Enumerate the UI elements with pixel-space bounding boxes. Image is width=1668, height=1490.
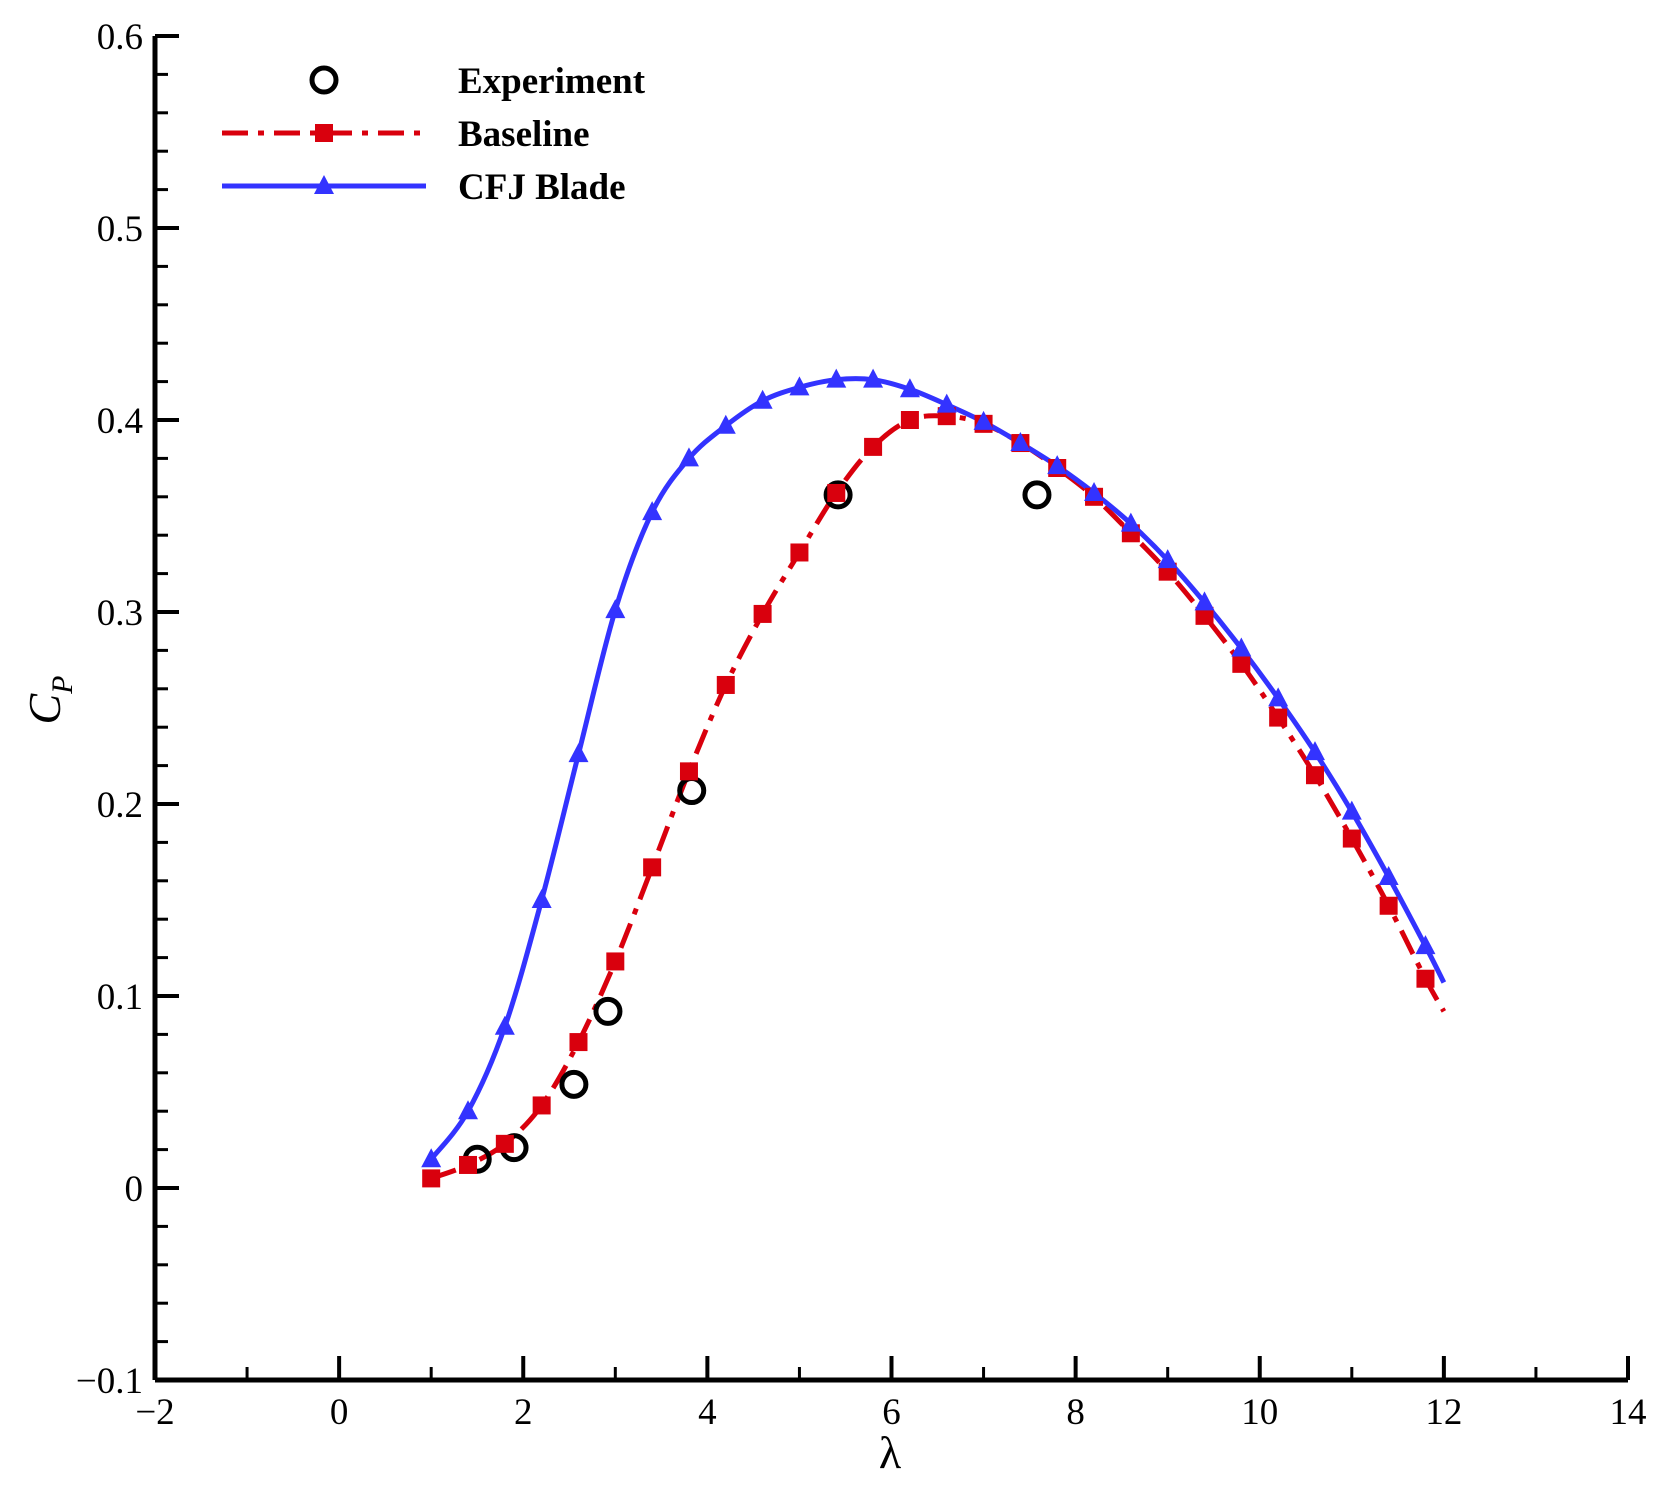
data-point-cfj-blade [1010, 432, 1031, 452]
data-point-baseline [422, 1169, 441, 1188]
data-point-baseline [495, 1134, 514, 1153]
data-point-cfj-blade [715, 414, 736, 434]
y-tick-label: −0.1 [76, 1361, 143, 1402]
data-point-cfj-blade [1341, 800, 1362, 820]
data-point-cfj-blade [605, 599, 626, 619]
series-line-baseline [430, 413, 1447, 1181]
y-tick-label: 0 [125, 1169, 144, 1210]
data-point-cfj-blade [642, 501, 663, 521]
data-point-baseline [827, 483, 846, 502]
plot-lines [429, 376, 1447, 1181]
data-point-cfj-blade [789, 376, 810, 396]
data-point-cfj-blade [1378, 865, 1399, 885]
data-point-cfj-blade [568, 743, 589, 763]
data-point-experiment [1022, 480, 1052, 510]
data-point-cfj-blade [458, 1100, 479, 1120]
data-point-baseline [1269, 708, 1288, 727]
legend-label-baseline: Baseline [458, 114, 590, 155]
data-point-baseline [679, 762, 698, 781]
data-point-baseline [900, 411, 919, 429]
data-point-cfj-blade [1120, 512, 1141, 532]
data-point-baseline [1305, 766, 1324, 785]
legend: Experiment Baseline CFJ Blade [222, 61, 646, 208]
x-tick-label: 12 [1425, 1392, 1462, 1433]
data-point-experiment [823, 480, 853, 510]
y-tick-label: 0.2 [97, 785, 143, 826]
x-tick-label: 2 [514, 1392, 533, 1433]
x-tick-label: 10 [1241, 1392, 1278, 1433]
data-point-cfj-blade [1304, 741, 1325, 761]
y-tick-label: 0.5 [97, 209, 143, 250]
data-point-experiment [593, 996, 623, 1026]
data-point-baseline [532, 1096, 551, 1115]
axes: −2 0 2 4 6 8 10 12 14 −0.1 0 0.1 0.2 0.3 0.4 0.5 0.6 [76, 17, 1647, 1433]
plot-markers [421, 368, 1436, 1188]
legend-label-cfj-blade: CFJ Blade [458, 167, 626, 208]
legend-marker-baseline [315, 124, 333, 142]
data-point-baseline [864, 437, 883, 456]
data-point-cfj-blade [421, 1148, 442, 1168]
data-point-cfj-blade [1157, 549, 1178, 569]
data-point-baseline [606, 952, 625, 971]
data-point-baseline [1232, 654, 1251, 673]
data-point-cfj-blade [531, 889, 552, 908]
data-point-experiment [559, 1069, 589, 1099]
data-point-baseline [643, 858, 662, 877]
legend-marker-cfj-blade [314, 175, 334, 194]
data-point-cfj-blade [936, 393, 957, 413]
y-tick-label: 0.3 [97, 593, 143, 634]
data-point-baseline [459, 1155, 478, 1174]
legend-label-experiment: Experiment [458, 61, 646, 102]
data-point-cfj-blade [678, 447, 699, 467]
data-point-cfj-blade [863, 368, 884, 388]
y-tick-label: 0.6 [97, 17, 143, 58]
x-tick-label: 0 [330, 1392, 349, 1433]
data-point-cfj-blade [1268, 687, 1289, 707]
data-point-cfj-blade [752, 389, 773, 409]
data-point-baseline [1195, 606, 1214, 625]
x-tick-label: 14 [1610, 1392, 1647, 1433]
y-tick-label: 0.4 [97, 401, 143, 442]
data-point-cfj-blade [1084, 481, 1105, 501]
x-tick-label: 8 [1066, 1392, 1085, 1433]
y-tick-label: 0.1 [97, 977, 143, 1018]
x-tick-label: 6 [882, 1392, 901, 1433]
data-point-baseline [753, 604, 772, 623]
y-axis-title-main: CP [19, 675, 79, 724]
data-point-cfj-blade [1231, 637, 1252, 657]
data-point-baseline [716, 675, 735, 694]
y-axis-title: CP [19, 675, 79, 724]
data-point-cfj-blade [1047, 455, 1068, 475]
x-tick-label: 4 [698, 1392, 717, 1433]
data-point-baseline [569, 1033, 588, 1052]
data-point-baseline [1342, 829, 1361, 848]
x-tick-label: −2 [135, 1392, 174, 1433]
data-point-cfj-blade [826, 368, 847, 388]
data-point-baseline [1416, 969, 1435, 988]
data-point-baseline [1379, 896, 1398, 915]
data-point-cfj-blade [973, 410, 994, 430]
data-point-cfj-blade [1194, 591, 1215, 611]
legend-marker-experiment [309, 65, 339, 95]
data-point-baseline [790, 543, 809, 562]
data-point-cfj-blade [1415, 935, 1436, 955]
data-point-cfj-blade [899, 378, 920, 398]
data-point-cfj-blade [494, 1015, 515, 1035]
x-axis-title: λ [879, 1427, 902, 1478]
